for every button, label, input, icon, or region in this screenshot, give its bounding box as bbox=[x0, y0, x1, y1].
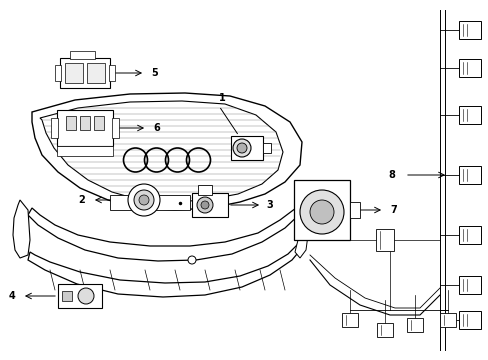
Bar bbox=[458, 21, 480, 39]
Circle shape bbox=[128, 184, 160, 216]
Circle shape bbox=[232, 139, 250, 157]
Bar bbox=[341, 313, 357, 327]
Bar bbox=[192, 193, 227, 217]
Polygon shape bbox=[40, 101, 283, 202]
Circle shape bbox=[134, 190, 154, 210]
Bar bbox=[458, 106, 480, 124]
Text: 2: 2 bbox=[79, 195, 85, 205]
Bar bbox=[80, 116, 90, 130]
Bar bbox=[458, 276, 480, 294]
Bar bbox=[349, 202, 359, 218]
Circle shape bbox=[187, 256, 196, 264]
Bar bbox=[57, 146, 113, 156]
Bar bbox=[66, 116, 76, 130]
Bar bbox=[58, 284, 102, 308]
Bar bbox=[198, 185, 212, 195]
Bar bbox=[62, 291, 72, 301]
Circle shape bbox=[197, 197, 213, 213]
Bar bbox=[439, 313, 455, 327]
Bar bbox=[375, 229, 393, 251]
Circle shape bbox=[139, 195, 149, 205]
Bar bbox=[87, 63, 105, 83]
Bar bbox=[406, 318, 422, 332]
Bar bbox=[57, 110, 113, 146]
Text: 3: 3 bbox=[266, 200, 273, 210]
Bar bbox=[60, 58, 110, 88]
Bar bbox=[293, 180, 349, 240]
Circle shape bbox=[299, 190, 343, 234]
Polygon shape bbox=[294, 208, 307, 258]
Bar bbox=[263, 143, 270, 153]
Bar bbox=[458, 311, 480, 329]
Bar bbox=[65, 63, 83, 83]
Bar bbox=[112, 118, 119, 138]
Bar bbox=[110, 195, 190, 210]
Polygon shape bbox=[13, 200, 30, 258]
Bar bbox=[458, 59, 480, 77]
Text: 7: 7 bbox=[390, 205, 397, 215]
Bar bbox=[109, 65, 115, 81]
Text: 8: 8 bbox=[388, 170, 395, 180]
Circle shape bbox=[309, 200, 333, 224]
Bar bbox=[458, 166, 480, 184]
Text: 4: 4 bbox=[9, 291, 15, 301]
Circle shape bbox=[237, 143, 246, 153]
Polygon shape bbox=[32, 93, 302, 210]
Polygon shape bbox=[28, 244, 302, 297]
Bar bbox=[55, 65, 61, 81]
Bar bbox=[94, 116, 104, 130]
Text: 6: 6 bbox=[153, 123, 160, 133]
Text: 1: 1 bbox=[218, 93, 225, 103]
Text: 5: 5 bbox=[151, 68, 158, 78]
Bar bbox=[376, 323, 392, 337]
Circle shape bbox=[78, 288, 94, 304]
Circle shape bbox=[201, 201, 208, 209]
Bar bbox=[230, 136, 263, 160]
Bar bbox=[70, 51, 95, 59]
Bar bbox=[458, 226, 480, 244]
Polygon shape bbox=[28, 208, 302, 261]
Bar bbox=[51, 118, 58, 138]
